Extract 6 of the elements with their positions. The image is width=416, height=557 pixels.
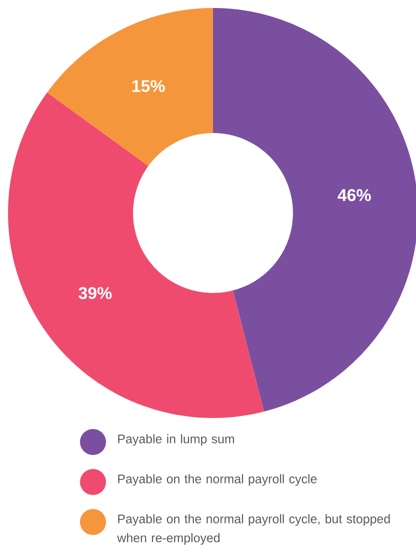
legend-label: Payable in lump sum — [118, 434, 234, 446]
legend-label: Payable on the normal payroll cycle, but stopped when re-employed — [117, 514, 390, 545]
data-label: 15% — [132, 80, 165, 92]
legend-label: Payable on the normal payroll cycle — [118, 474, 317, 486]
data-label: 39% — [78, 287, 112, 300]
data-label: 46% — [338, 189, 371, 202]
